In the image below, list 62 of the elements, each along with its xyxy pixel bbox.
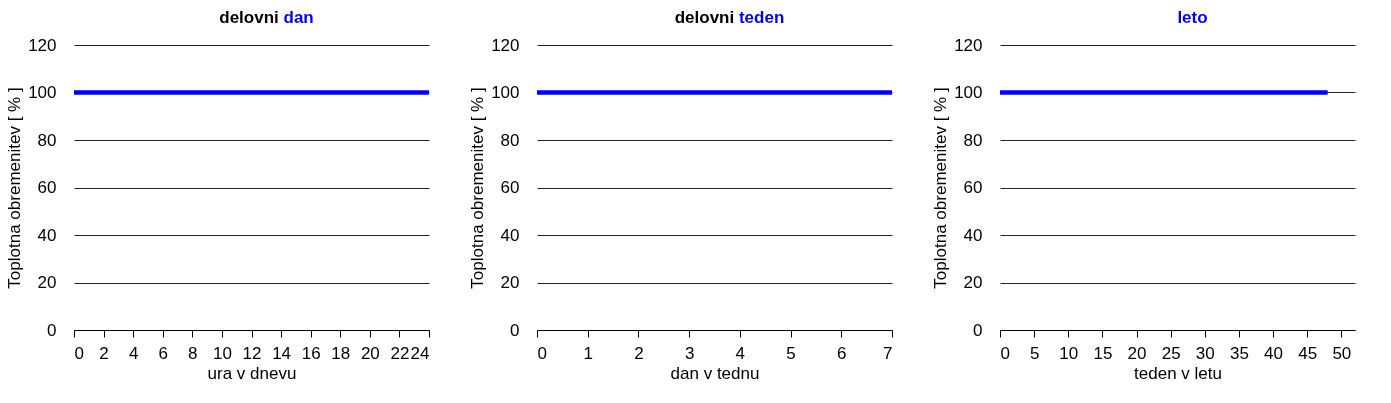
x-tick-label: 30 <box>1195 343 1215 363</box>
x-tick-label: 14 <box>272 343 292 363</box>
x-tick-label: 18 <box>331 343 351 363</box>
x-tick-label: 7 <box>883 343 893 363</box>
chart-title: delovni dan <box>219 8 314 27</box>
y-axis-title: Toplotna obremenitev [ % ] <box>931 87 951 289</box>
x-tick-label: 20 <box>360 343 380 363</box>
x-tick-label: 0 <box>1000 343 1010 363</box>
chart-title: leto <box>1177 8 1208 27</box>
x-tick-label: 20 <box>1127 343 1147 363</box>
x-tick-label: 12 <box>242 343 262 363</box>
y-tick-label: 120 <box>954 35 983 55</box>
x-tick-label: 1 <box>583 343 593 363</box>
y-axis-title: Toplotna obremenitev [ % ] <box>468 87 488 289</box>
x-axis-title: ura v dnevu <box>207 363 297 383</box>
x-tick-label: 50 <box>1332 343 1352 363</box>
y-tick-label: 20 <box>963 273 983 292</box>
x-axis-title: teden v letu <box>1134 363 1222 383</box>
x-tick-label: 0 <box>537 343 547 363</box>
y-tick-label: 120 <box>491 35 520 55</box>
x-tick-label: 0 <box>74 343 84 363</box>
y-tick-label: 80 <box>500 130 520 150</box>
x-tick-label: 2 <box>634 343 644 363</box>
x-tick-label: 35 <box>1229 343 1249 363</box>
x-tick-label: 5 <box>786 343 796 363</box>
y-tick-label: 60 <box>963 178 983 197</box>
y-tick-label: 0 <box>510 320 520 340</box>
y-tick-label: 20 <box>37 273 57 292</box>
x-tick-label: 10 <box>212 343 232 363</box>
x-tick-label: 6 <box>158 343 168 363</box>
y-tick-label: 120 <box>28 35 57 55</box>
x-tick-label: 40 <box>1264 343 1284 363</box>
x-tick-label: 3 <box>684 343 695 363</box>
x-tick-label: 6 <box>837 343 847 363</box>
x-tick-label: 4 <box>128 343 139 363</box>
x-axis-title: dan v tednu <box>670 363 760 383</box>
x-tick-label: 10 <box>1059 343 1079 363</box>
x-tick-label: 45 <box>1298 343 1318 363</box>
x-tick-label: 8 <box>188 343 198 363</box>
x-tick-label: 4 <box>735 343 746 363</box>
y-tick-label: 20 <box>500 273 520 292</box>
x-tick-label: 24 <box>410 343 430 363</box>
y-tick-label: 40 <box>500 225 520 245</box>
x-tick-label: 5 <box>1029 343 1040 363</box>
y-tick-label: 80 <box>37 130 57 150</box>
chart-title: delovni teden <box>674 8 785 27</box>
x-tick-label: 22 <box>390 343 410 363</box>
x-tick-label: 25 <box>1161 343 1181 363</box>
y-tick-label: 80 <box>963 130 983 150</box>
x-tick-label: 2 <box>99 343 109 363</box>
x-tick-label: 16 <box>301 343 321 363</box>
y-tick-label: 100 <box>954 83 983 102</box>
y-tick-label: 0 <box>973 320 983 340</box>
x-tick-label: 15 <box>1093 343 1113 363</box>
y-tick-label: 40 <box>963 225 983 245</box>
y-tick-label: 40 <box>37 225 57 245</box>
y-tick-label: 100 <box>28 83 57 102</box>
y-axis-title: Toplotna obremenitev [ % ] <box>5 87 25 289</box>
y-tick-label: 0 <box>47 320 57 340</box>
y-tick-label: 60 <box>500 178 520 197</box>
y-tick-label: 60 <box>37 178 57 197</box>
y-tick-label: 100 <box>491 83 520 102</box>
